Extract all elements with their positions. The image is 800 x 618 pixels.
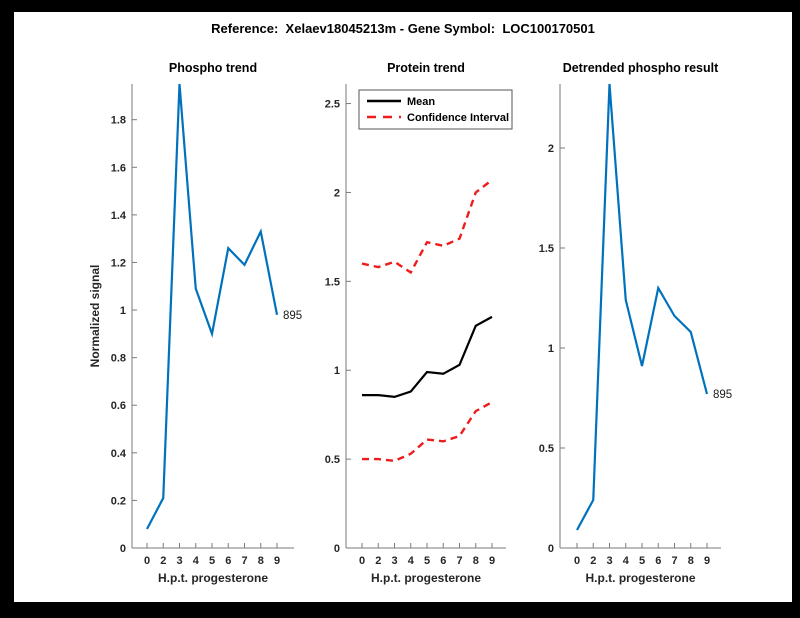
y-tick-label: 0: [548, 543, 554, 555]
protein-trend-subplot: Protein trend 0 0.5 1 1.5 2 2.5 0 2 3 4 5 6 7 8 9 H.p.t.…: [314, 57, 534, 597]
y-tick-label: 2: [548, 143, 554, 155]
plot-title: Detrended phospho result: [563, 61, 719, 75]
series-line: [362, 401, 493, 463]
y-axis-label: Normalized signal: [88, 265, 102, 368]
legend-box: [358, 89, 513, 130]
y-tick-label: 0.8: [111, 353, 126, 365]
figure-title: Reference: Xelaev18045213m - Gene Symbol…: [211, 21, 595, 36]
x-tick-label: 5: [639, 555, 645, 567]
phospho-trend-subplot: Phospho trend 0 0.2 0.4 0.6 0.8 1 1.2 1.4 1.6 1.8 0…: [74, 57, 314, 597]
y-tick-label: 0: [120, 543, 126, 555]
y-tick-label: 1: [120, 305, 126, 317]
x-tick-label: 7: [456, 555, 462, 567]
x-tick-label: 0: [359, 555, 365, 567]
y-tick-label: 1.5: [325, 276, 340, 288]
y-tick-label: 0: [334, 543, 340, 555]
y-tick-label: 1.4: [111, 210, 127, 222]
legend-entry-label: Confidence Interval: [407, 112, 509, 124]
y-tick-label: 1.6: [111, 162, 126, 174]
x-tick-label: 5: [209, 555, 215, 567]
x-tick-label: 7: [241, 555, 247, 567]
x-tick-label: 0: [144, 555, 150, 567]
y-tick-label: 1.5: [539, 243, 554, 255]
y-tick-label: 1: [548, 343, 554, 355]
x-tick-label: 8: [688, 555, 694, 567]
x-tick-label: 6: [440, 555, 446, 567]
series-line: [361, 179, 493, 275]
series-line: [362, 315, 493, 399]
x-tick-label: 6: [655, 555, 661, 567]
x-tick-label: 3: [606, 555, 612, 567]
x-tick-label: 0: [574, 555, 580, 567]
y-tick-label: 1.2: [111, 257, 126, 269]
x-tick-label: 3: [391, 555, 397, 567]
legend-entry-label: Mean: [407, 96, 435, 108]
y-tick-label: 2.5: [325, 99, 340, 111]
x-axis-label: H.p.t. progesterone: [585, 571, 695, 585]
x-tick-label: 4: [623, 555, 630, 567]
phospho-trend-chart: Phospho trend 0 0.2 0.4 0.6 0.8 1 1.2 1.4 1.6 1.8 0…: [88, 61, 302, 585]
x-tick-label: 8: [473, 555, 479, 567]
x-tick-label: 4: [193, 555, 200, 567]
series-end-label: 895: [283, 310, 302, 322]
x-tick-label: 9: [704, 555, 710, 567]
series-line: [146, 83, 279, 530]
x-tick-label: 2: [160, 555, 166, 567]
x-tick-label: 2: [375, 555, 381, 567]
x-tick-label: 5: [424, 555, 430, 567]
y-tick-label: 0.4: [111, 448, 127, 460]
series-end-label: 895: [713, 389, 732, 401]
detrended-phospho-subplot: Detrended phospho result 0 0.5 1 1.5 2 0 2 3 4 5 6 7…: [534, 57, 784, 597]
y-tick-label: 1.8: [111, 115, 126, 127]
y-tick-label: 2: [334, 187, 340, 199]
x-tick-label: 4: [408, 555, 415, 567]
x-tick-label: 7: [671, 555, 677, 567]
plot-title: Phospho trend: [169, 61, 257, 75]
y-tick-label: 1: [334, 365, 340, 377]
y-tick-label: 0.5: [539, 443, 554, 455]
figure-canvas: Reference: Xelaev18045213m - Gene Symbol…: [14, 12, 792, 602]
series-line: [576, 83, 709, 531]
y-tick-label: 0.6: [111, 400, 126, 412]
x-tick-label: 9: [489, 555, 495, 567]
plot-title: Protein trend: [387, 61, 465, 75]
x-tick-label: 2: [590, 555, 596, 567]
x-axis-label: H.p.t. progesterone: [371, 571, 481, 585]
x-tick-label: 3: [176, 555, 182, 567]
x-tick-label: 9: [274, 555, 280, 567]
x-tick-label: 8: [258, 555, 264, 567]
y-tick-label: 0.2: [111, 495, 126, 507]
x-tick-label: 6: [225, 555, 231, 567]
x-axis-label: H.p.t. progesterone: [158, 571, 268, 585]
y-tick-label: 0.5: [325, 454, 340, 466]
